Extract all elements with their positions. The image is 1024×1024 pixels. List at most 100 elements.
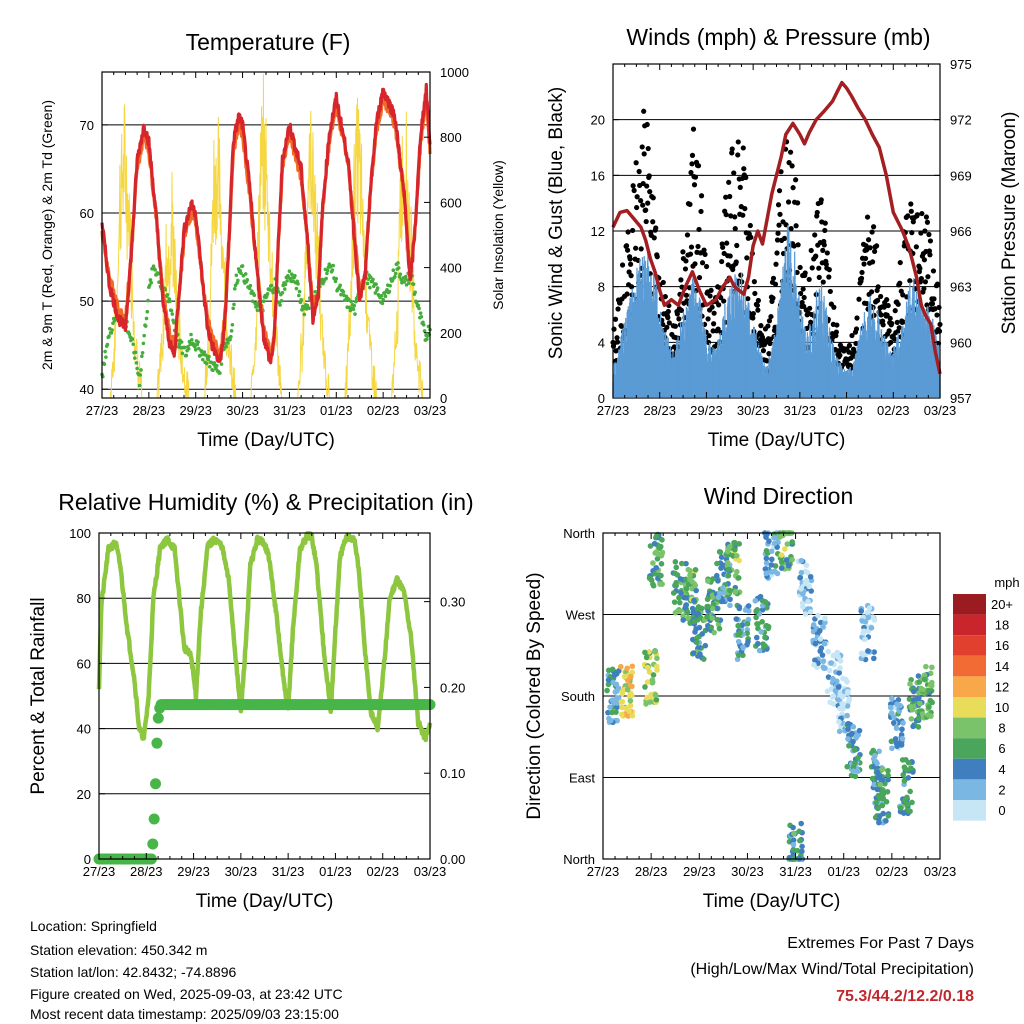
direction-point	[768, 569, 775, 575]
dewpoint-point	[333, 279, 338, 284]
x-tick-label: 01/23	[827, 864, 860, 879]
y-tick-label: 0	[84, 852, 91, 867]
direction-point	[885, 813, 892, 819]
direction-point	[658, 551, 665, 558]
gust-point	[814, 209, 820, 216]
dewpoint-point	[190, 337, 194, 342]
direction-point	[605, 709, 611, 716]
gust-point	[737, 184, 743, 190]
direction-point	[820, 658, 827, 664]
dewpoint-point	[294, 286, 299, 291]
dewpoint-point	[417, 306, 421, 311]
dewpoint-point	[200, 357, 205, 362]
x-tick-label: 01/23	[830, 403, 863, 418]
gust-point	[794, 269, 800, 276]
dewpoint-point	[307, 306, 311, 311]
direction-point	[753, 614, 759, 621]
x-tick-label: 01/23	[320, 403, 353, 418]
y2-tick-label: 966	[950, 224, 972, 239]
dewpoint-point	[271, 290, 275, 295]
direction-point	[836, 670, 842, 676]
direction-point	[798, 557, 805, 564]
gust-point	[641, 151, 647, 157]
legend-swatch	[953, 594, 986, 615]
extremes-values: 75.3/44.2/12.2/0.18	[836, 988, 974, 1005]
y2-tick-label: 969	[950, 168, 972, 183]
direction-point	[816, 628, 823, 634]
gust-point	[930, 268, 937, 274]
dewpoint-point	[204, 353, 208, 357]
gust-point	[629, 284, 635, 290]
dewpoint-point	[230, 322, 235, 327]
direction-point	[657, 581, 663, 587]
direction-point	[825, 648, 832, 655]
direction-point	[837, 691, 844, 698]
y2-tick-label: 200	[440, 326, 462, 341]
legend-label: 4	[998, 762, 1005, 777]
gust-point	[665, 308, 671, 315]
dewpoint-point	[351, 307, 356, 312]
direction-point	[855, 755, 861, 761]
dewpoint-point	[425, 337, 429, 341]
direction-point	[778, 559, 785, 565]
gust-point	[936, 304, 942, 311]
direction-point	[650, 560, 656, 566]
direction-point	[733, 616, 740, 622]
direction-point	[778, 552, 785, 558]
direction-point	[921, 676, 928, 683]
gust-point	[875, 297, 881, 304]
dewpoint-point	[265, 292, 270, 296]
gust-point	[751, 279, 757, 285]
x-tick-label: 30/23	[737, 403, 770, 418]
direction-point	[715, 578, 721, 584]
gust-point	[708, 287, 714, 293]
dewpoint-point	[211, 368, 215, 373]
gust-point	[612, 316, 619, 322]
direction-point	[799, 843, 805, 850]
x-tick-label: 02/23	[367, 403, 400, 418]
gust-point	[808, 247, 814, 254]
y2-tick-label: 1000	[440, 65, 469, 80]
gust-point	[772, 281, 779, 287]
direction-point	[835, 697, 842, 703]
direction-point	[693, 587, 699, 594]
dewpoint-point	[388, 283, 392, 288]
gust-point	[853, 326, 860, 332]
gust-point	[858, 275, 865, 281]
direction-point	[718, 565, 724, 571]
dewpoint-point	[206, 357, 211, 362]
gust-point	[833, 329, 839, 335]
gust-point	[820, 247, 826, 253]
dewpoint-point	[168, 299, 172, 303]
direction-point	[714, 560, 720, 567]
gust-point	[760, 348, 767, 354]
direction-point	[852, 773, 859, 780]
direction-point	[753, 608, 759, 615]
gust-point	[853, 340, 859, 347]
direction-point	[840, 675, 846, 682]
gust-point	[777, 211, 783, 217]
direction-point	[629, 713, 636, 719]
x-axis-label: Time (Day/UTC)	[196, 891, 334, 912]
gust-point	[702, 251, 708, 257]
gust-point	[734, 242, 740, 249]
direction-point	[783, 557, 790, 563]
gust-point	[695, 243, 701, 250]
direction-point	[817, 636, 824, 642]
gust-point	[875, 284, 881, 290]
info-location: Location: Springfield	[30, 918, 157, 934]
gust-point	[664, 324, 670, 330]
dewpoint-point	[393, 271, 398, 276]
legend-label: 12	[995, 679, 1009, 694]
dewpoint-point	[339, 292, 343, 297]
dewpoint-point	[302, 312, 307, 317]
direction-point	[907, 788, 913, 795]
dewpoint-point	[331, 263, 335, 268]
direction-point	[752, 597, 759, 604]
direction-point	[718, 554, 725, 560]
precip-point	[147, 838, 159, 850]
y-tick-label: 100	[69, 526, 91, 541]
direction-point	[642, 649, 648, 656]
dewpoint-point	[354, 299, 358, 304]
dewpoint-point	[130, 337, 135, 341]
